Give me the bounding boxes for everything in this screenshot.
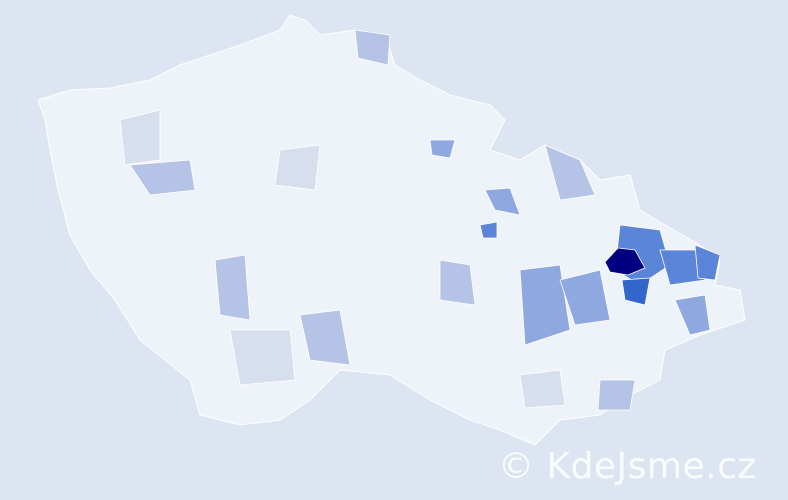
watermark: © KdeJsme.cz bbox=[498, 446, 757, 487]
map-region bbox=[484, 187, 521, 216]
map-region bbox=[479, 221, 498, 239]
map-region bbox=[274, 144, 321, 191]
region-layer bbox=[119, 29, 721, 411]
map-region bbox=[519, 264, 571, 346]
map-region bbox=[659, 249, 706, 286]
map-region bbox=[519, 369, 566, 409]
map-region bbox=[694, 244, 721, 281]
map-region bbox=[214, 254, 251, 321]
map-region bbox=[429, 139, 456, 159]
map-region bbox=[559, 269, 611, 326]
map-region bbox=[119, 109, 161, 166]
map-region bbox=[621, 277, 651, 306]
map-region bbox=[299, 309, 351, 366]
map-region bbox=[604, 247, 646, 276]
map-region bbox=[229, 329, 296, 386]
map-region bbox=[129, 159, 196, 196]
map-region bbox=[354, 29, 391, 66]
map-region bbox=[439, 259, 476, 306]
country-outline bbox=[37, 14, 746, 446]
map-region bbox=[597, 379, 636, 411]
country-shape bbox=[37, 14, 746, 446]
map-region bbox=[544, 144, 596, 201]
map-region bbox=[674, 294, 711, 336]
